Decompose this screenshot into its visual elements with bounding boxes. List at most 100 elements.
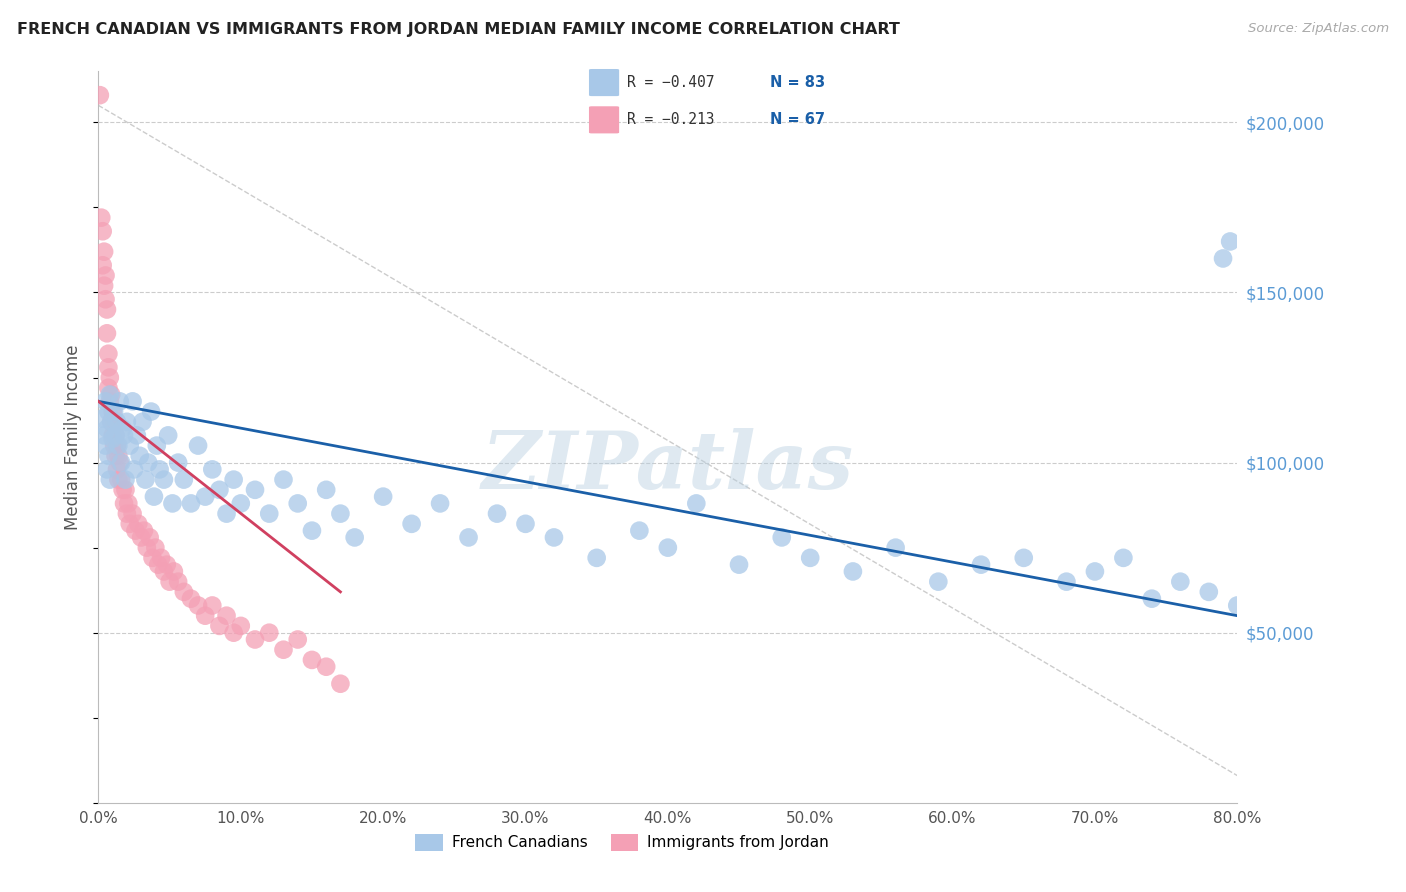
French Canadians: [96, 421, 118, 435]
Immigrants from Jordan: [101, 428, 124, 442]
French Canadians: [98, 387, 121, 401]
Text: R = −0.213: R = −0.213: [627, 112, 714, 128]
French Canadians: [91, 411, 114, 425]
Immigrants from Jordan: [148, 558, 170, 572]
Immigrants from Jordan: [100, 415, 122, 429]
French Canadians: [162, 496, 184, 510]
French Canadians: [105, 415, 128, 429]
Immigrants from Jordan: [94, 268, 117, 283]
Immigrants from Jordan: [118, 516, 141, 531]
Y-axis label: Median Family Income: Median Family Income: [65, 344, 83, 530]
Immigrants from Jordan: [132, 524, 155, 538]
Immigrants from Jordan: [93, 278, 115, 293]
Immigrants from Jordan: [287, 632, 309, 647]
French Canadians: [93, 428, 115, 442]
French Canadians: [685, 496, 707, 510]
French Canadians: [657, 541, 679, 555]
French Canadians: [111, 421, 134, 435]
French Canadians: [125, 428, 148, 442]
French Canadians: [146, 439, 169, 453]
Immigrants from Jordan: [121, 507, 143, 521]
Immigrants from Jordan: [103, 439, 125, 453]
Immigrants from Jordan: [173, 585, 195, 599]
Immigrants from Jordan: [89, 88, 111, 103]
French Canadians: [100, 415, 122, 429]
Immigrants from Jordan: [105, 462, 128, 476]
Immigrants from Jordan: [117, 496, 139, 510]
French Canadians: [259, 507, 281, 521]
French Canadians: [134, 473, 156, 487]
French Canadians: [201, 462, 224, 476]
French Canadians: [1226, 599, 1249, 613]
FancyBboxPatch shape: [589, 69, 619, 96]
French Canadians: [128, 449, 150, 463]
Immigrants from Jordan: [100, 387, 122, 401]
Immigrants from Jordan: [135, 541, 157, 555]
Immigrants from Jordan: [129, 531, 152, 545]
French Canadians: [486, 507, 509, 521]
Immigrants from Jordan: [138, 531, 160, 545]
Immigrants from Jordan: [90, 211, 112, 225]
French Canadians: [884, 541, 907, 555]
French Canadians: [136, 456, 159, 470]
Immigrants from Jordan: [163, 565, 186, 579]
French Canadians: [273, 473, 295, 487]
French Canadians: [98, 473, 121, 487]
Immigrants from Jordan: [208, 619, 231, 633]
Immigrants from Jordan: [329, 677, 352, 691]
Immigrants from Jordan: [201, 599, 224, 613]
Immigrants from Jordan: [91, 258, 114, 272]
French Canadians: [1112, 550, 1135, 565]
Immigrants from Jordan: [108, 456, 131, 470]
French Canadians: [728, 558, 751, 572]
Immigrants from Jordan: [153, 565, 176, 579]
Immigrants from Jordan: [187, 599, 209, 613]
French Canadians: [103, 404, 125, 418]
French Canadians: [131, 415, 153, 429]
Immigrants from Jordan: [111, 483, 134, 497]
French Canadians: [1084, 565, 1107, 579]
Immigrants from Jordan: [104, 449, 127, 463]
Legend: French Canadians, Immigrants from Jordan: French Canadians, Immigrants from Jordan: [409, 828, 835, 857]
Immigrants from Jordan: [229, 619, 252, 633]
French Canadians: [97, 449, 120, 463]
French Canadians: [153, 473, 176, 487]
French Canadians: [107, 439, 129, 453]
French Canadians: [1170, 574, 1192, 589]
French Canadians: [173, 473, 195, 487]
FancyBboxPatch shape: [589, 106, 619, 134]
French Canadians: [842, 565, 865, 579]
Immigrants from Jordan: [96, 302, 118, 317]
French Canadians: [187, 439, 209, 453]
French Canadians: [1212, 252, 1234, 266]
Immigrants from Jordan: [112, 496, 135, 510]
French Canadians: [215, 507, 238, 521]
Immigrants from Jordan: [97, 347, 120, 361]
French Canadians: [315, 483, 337, 497]
Immigrants from Jordan: [127, 516, 149, 531]
Immigrants from Jordan: [115, 507, 138, 521]
Immigrants from Jordan: [107, 449, 129, 463]
French Canadians: [970, 558, 993, 572]
French Canadians: [94, 394, 117, 409]
French Canadians: [373, 490, 395, 504]
French Canadians: [301, 524, 323, 538]
French Canadians: [122, 462, 145, 476]
French Canadians: [287, 496, 309, 510]
Immigrants from Jordan: [104, 428, 127, 442]
Immigrants from Jordan: [141, 550, 163, 565]
Immigrants from Jordan: [103, 415, 125, 429]
Text: R = −0.407: R = −0.407: [627, 75, 714, 90]
French Canadians: [927, 574, 949, 589]
French Canadians: [208, 483, 231, 497]
French Canadians: [401, 516, 423, 531]
French Canadians: [149, 462, 172, 476]
French Canadians: [97, 404, 120, 418]
Immigrants from Jordan: [180, 591, 202, 606]
Immigrants from Jordan: [243, 632, 266, 647]
Immigrants from Jordan: [101, 404, 124, 418]
Immigrants from Jordan: [124, 524, 146, 538]
French Canadians: [343, 531, 366, 545]
Immigrants from Jordan: [159, 574, 181, 589]
French Canadians: [799, 550, 821, 565]
